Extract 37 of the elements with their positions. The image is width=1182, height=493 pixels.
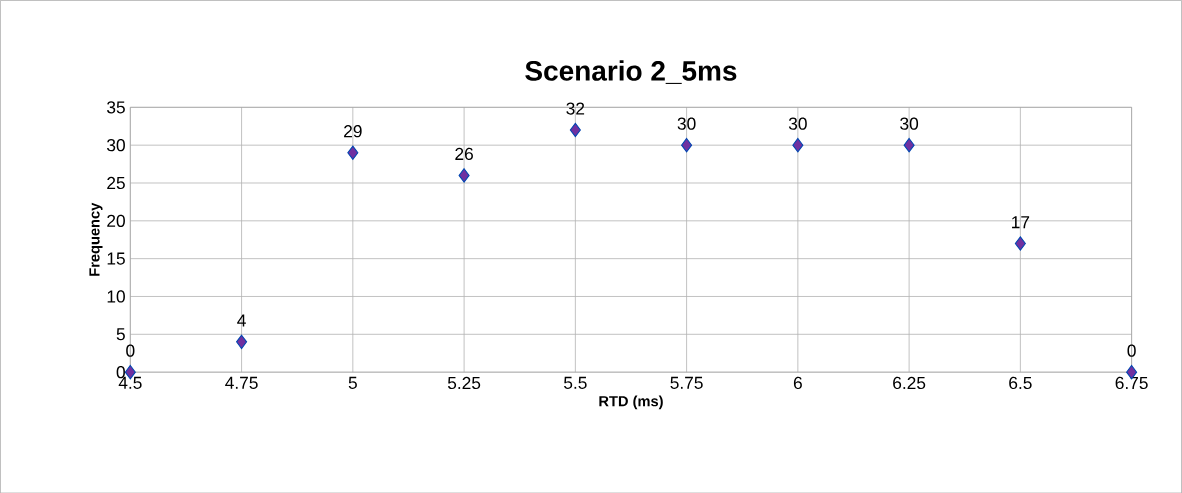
x-tick-label: 5.25 xyxy=(447,376,481,389)
x-tick-label: 5.75 xyxy=(670,376,703,389)
x-tick-label: 5.5 xyxy=(564,376,587,389)
point xyxy=(569,122,581,138)
y-tick-label: 5 xyxy=(116,328,125,341)
x-tick-label: 6.5 xyxy=(1009,376,1032,389)
point xyxy=(236,334,248,349)
x-tick-label: 6.75 xyxy=(1115,376,1148,389)
y-axis-title: Frequency xyxy=(89,202,103,276)
x-tick-label: 6.25 xyxy=(893,376,926,389)
point xyxy=(681,137,693,153)
x-tick-label: 5 xyxy=(348,376,357,389)
point xyxy=(792,137,804,153)
y-tick-label: 35 xyxy=(107,100,125,114)
data-label: 30 xyxy=(677,117,696,130)
y-tick-label: 30 xyxy=(107,138,125,152)
y-tick-label: 15 xyxy=(107,252,125,265)
x-tick-label: 6 xyxy=(793,376,802,389)
point xyxy=(1014,236,1026,251)
data-label: 4 xyxy=(237,314,246,327)
point xyxy=(347,145,359,160)
y-tick-label: 20 xyxy=(107,214,125,227)
data-label: 0 xyxy=(1127,344,1136,357)
point xyxy=(903,137,915,153)
data-label: 26 xyxy=(455,147,473,160)
data-label: 32 xyxy=(566,102,585,115)
data-label: 0 xyxy=(126,344,135,357)
x-tick-label: 4.75 xyxy=(225,376,258,389)
y-tick-label: 10 xyxy=(107,290,125,303)
data-label: 30 xyxy=(788,117,807,130)
data-label: 17 xyxy=(1012,216,1030,228)
x-axis-title: RTD (ms) xyxy=(599,395,663,410)
data-label: 30 xyxy=(900,117,919,130)
point xyxy=(458,168,470,183)
data-label: 29 xyxy=(344,124,362,138)
chart-title: Scenario 2_5ms xyxy=(525,60,737,84)
y-tick-label: 25 xyxy=(107,176,125,189)
